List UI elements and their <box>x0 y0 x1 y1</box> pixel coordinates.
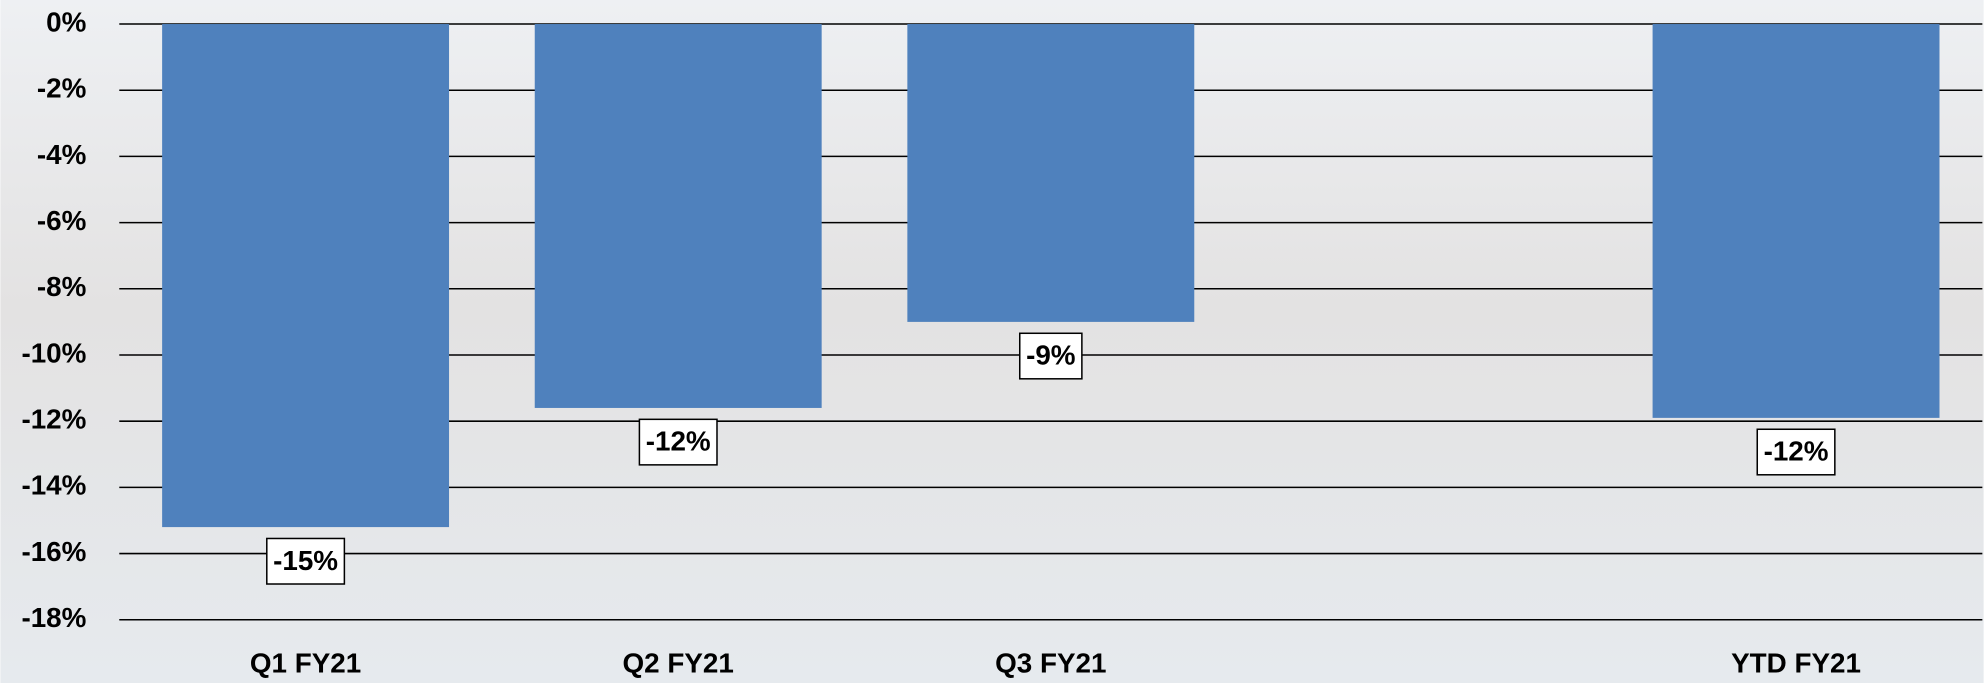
y-tick-label: -18% <box>21 602 86 633</box>
x-tick-label: Q2 FY21 <box>623 648 734 679</box>
y-tick-label: -16% <box>21 536 86 567</box>
value-label: -9% <box>1026 340 1075 371</box>
bar <box>162 24 450 528</box>
value-label: -15% <box>273 545 338 576</box>
value-label-box <box>266 537 346 585</box>
value-label: -12% <box>646 426 711 457</box>
bar <box>1652 24 1940 418</box>
y-tick-label: -2% <box>37 73 86 104</box>
y-tick-label: 0% <box>46 6 86 37</box>
value-label-box <box>638 418 718 466</box>
bar <box>534 24 822 408</box>
value-label-box <box>1756 428 1836 476</box>
y-tick-label: -6% <box>37 205 86 236</box>
value-label: -12% <box>1764 436 1829 467</box>
y-tick-label: -14% <box>21 470 86 501</box>
y-tick-label: -12% <box>21 404 86 435</box>
x-tick-label: YTD FY21 <box>1731 648 1861 679</box>
y-tick-label: -4% <box>37 139 86 170</box>
x-tick-label: Q3 FY21 <box>995 648 1106 679</box>
y-tick-label: -8% <box>37 271 86 302</box>
value-label-box <box>1018 332 1083 380</box>
bar <box>907 24 1195 322</box>
x-tick-label: Q1 FY21 <box>250 648 361 679</box>
y-tick-label: -10% <box>21 337 86 368</box>
